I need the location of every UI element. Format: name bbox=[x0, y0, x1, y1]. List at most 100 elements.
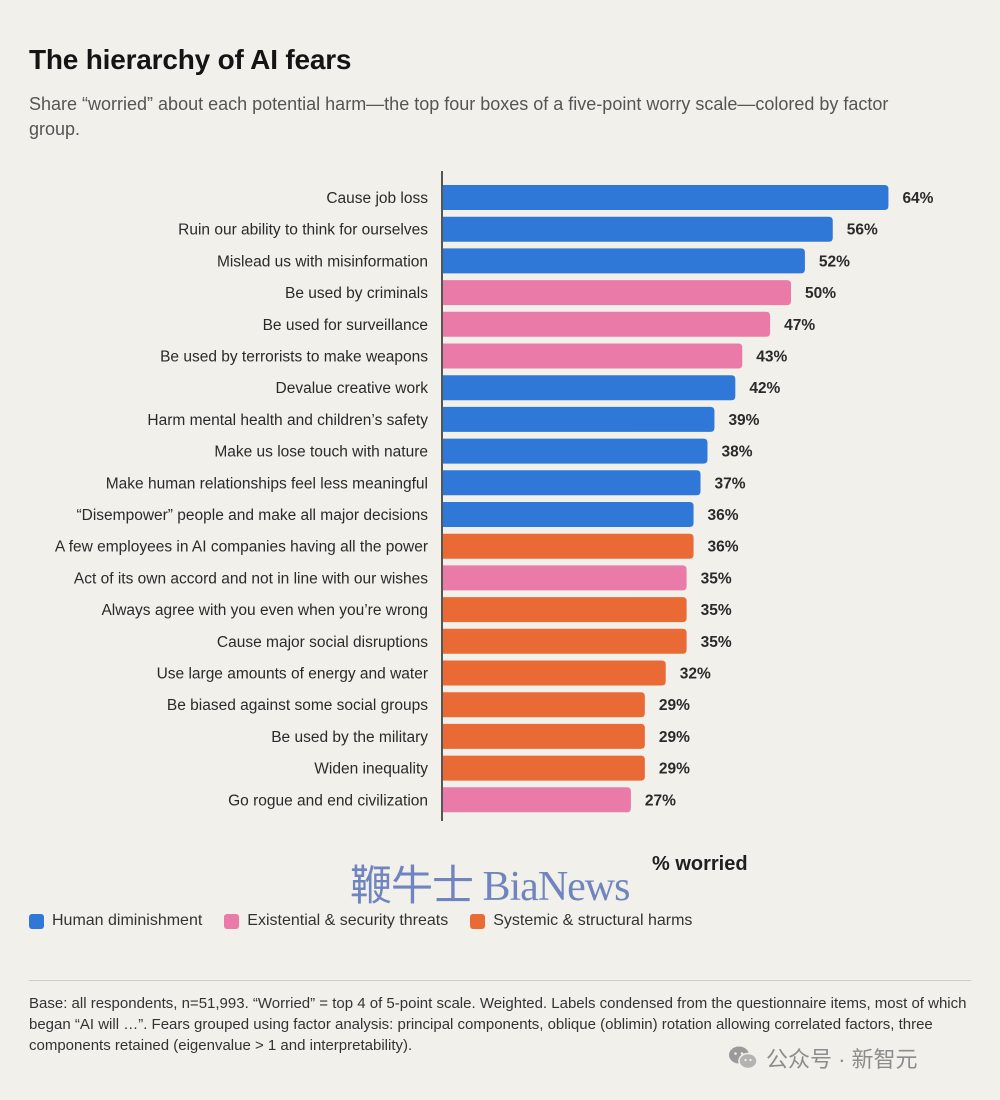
bar-row: Make us lose touch with nature 38% bbox=[214, 438, 753, 464]
bar-row: Devalue creative work 42% bbox=[276, 375, 781, 401]
category-label: A few employees in AI companies having a… bbox=[55, 539, 428, 556]
legend-label-systemic: Systemic & structural harms bbox=[493, 912, 693, 929]
legend-label-human: Human diminishment bbox=[52, 912, 203, 929]
value-label: 29% bbox=[659, 697, 690, 714]
bar bbox=[443, 185, 889, 210]
bar-row: Ruin our ability to think for ourselves 5… bbox=[178, 216, 878, 242]
bar bbox=[443, 406, 715, 432]
bar-row: Be used by criminals 50% bbox=[285, 280, 836, 306]
category-label: Go rogue and end civilization bbox=[228, 792, 428, 809]
value-label: 32% bbox=[680, 666, 711, 683]
value-label: 43% bbox=[756, 349, 787, 366]
bar-row: Be used by the military 29% bbox=[271, 723, 690, 749]
chart-subtitle: Share “worried” about each potential har… bbox=[29, 94, 889, 139]
bar bbox=[443, 438, 708, 464]
bar-row: Use large amounts of energy and water 32% bbox=[157, 660, 711, 686]
bar-row: Widen inequality 29% bbox=[314, 755, 690, 781]
brand-text: 公众号 · 新智元 bbox=[766, 1047, 918, 1072]
category-label: Be used by terrorists to make weapons bbox=[160, 349, 428, 366]
category-label: Ruin our ability to think for ourselves bbox=[178, 222, 428, 239]
brand-tag: 公众号 · 新智元 bbox=[728, 1042, 918, 1074]
bar-row: Make human relationships feel less meani… bbox=[106, 470, 746, 496]
bar bbox=[443, 660, 666, 686]
value-label: 27% bbox=[645, 792, 676, 809]
bar bbox=[443, 628, 687, 654]
footnote-divider bbox=[29, 980, 971, 981]
value-label: 50% bbox=[805, 285, 836, 302]
bar-row: Go rogue and end civilization 27% bbox=[228, 787, 676, 813]
bar bbox=[443, 343, 743, 369]
category-label: Be biased against some social groups bbox=[167, 697, 428, 714]
category-label: Be used by criminals bbox=[285, 285, 428, 302]
bar-row: Be used by terrorists to make weapons 43% bbox=[160, 343, 788, 369]
bar-chart: Cause job loss 64% Ruin our ability to thi… bbox=[55, 171, 934, 821]
bar-row: Mislead us with misinformation 52% bbox=[217, 248, 850, 274]
value-label: 64% bbox=[902, 190, 933, 207]
bar bbox=[443, 502, 694, 527]
value-label: 35% bbox=[701, 570, 732, 587]
bar bbox=[443, 787, 631, 813]
category-label: Use large amounts of energy and water bbox=[157, 666, 428, 683]
bar-row: Harm mental health and children’s safety… bbox=[147, 406, 760, 432]
category-label: Act of its own accord and not in line wi… bbox=[74, 570, 428, 587]
legend-swatch-human bbox=[29, 913, 44, 929]
bar-row: Always agree with you even when you’re w… bbox=[101, 597, 732, 623]
value-label: 35% bbox=[701, 634, 732, 651]
value-label: 52% bbox=[819, 253, 850, 270]
category-label: Make us lose touch with nature bbox=[214, 444, 428, 461]
bar bbox=[443, 280, 791, 306]
bar bbox=[443, 311, 771, 337]
x-axis-label: % worried bbox=[652, 853, 748, 875]
value-label: 36% bbox=[708, 507, 739, 524]
value-label: 29% bbox=[659, 729, 690, 746]
legend-label-existential: Existential & security threats bbox=[247, 912, 449, 929]
legend-swatch-systemic bbox=[470, 913, 486, 929]
bar bbox=[443, 533, 694, 559]
legend-swatch-existential bbox=[224, 913, 240, 929]
bar-row: Act of its own accord and not in line wi… bbox=[74, 565, 732, 591]
bar-row: A few employees in AI companies having a… bbox=[55, 533, 739, 559]
legend: Human diminishment Existential & securit… bbox=[29, 912, 692, 930]
category-label: Make human relationships feel less meani… bbox=[106, 475, 428, 492]
chart-title: The hierarchy of AI fears bbox=[29, 44, 352, 75]
category-label: Widen inequality bbox=[314, 761, 428, 778]
category-label: Always agree with you even when you’re w… bbox=[101, 602, 428, 619]
watermark-logo: 鞭牛士 BiaNews bbox=[350, 864, 630, 910]
bar-row: Cause job loss 64% bbox=[326, 185, 934, 210]
category-label: “Disempower” people and make all major d… bbox=[77, 507, 429, 524]
bar bbox=[443, 375, 736, 401]
category-label: Cause job loss bbox=[326, 190, 428, 207]
legend-item-human: Human diminishment bbox=[29, 912, 202, 930]
bar bbox=[443, 565, 687, 591]
value-label: 36% bbox=[708, 539, 739, 556]
bar bbox=[443, 470, 701, 496]
category-label: Cause major social disruptions bbox=[217, 634, 428, 651]
bar bbox=[443, 723, 645, 749]
bar bbox=[443, 597, 687, 623]
bar-row: Be biased against some social groups 29% bbox=[167, 692, 690, 718]
category-label: Mislead us with misinformation bbox=[217, 253, 428, 270]
footnote: Base: all respondents, n=51,993. “Worrie… bbox=[29, 995, 967, 1054]
value-label: 35% bbox=[701, 602, 732, 619]
value-label: 47% bbox=[784, 317, 815, 334]
legend-item-existential: Existential & security threats bbox=[224, 912, 448, 930]
bar bbox=[443, 755, 645, 781]
bar bbox=[443, 216, 833, 242]
bar bbox=[443, 692, 645, 718]
value-label: 29% bbox=[659, 761, 690, 778]
bar-row: Be used for surveillance 47% bbox=[263, 311, 815, 337]
category-label: Harm mental health and children’s safety bbox=[147, 412, 428, 429]
wechat-icon bbox=[729, 1046, 758, 1070]
bar bbox=[443, 248, 805, 274]
bar-row: “Disempower” people and make all major d… bbox=[77, 502, 739, 527]
category-label: Be used for surveillance bbox=[263, 317, 428, 334]
category-label: Devalue creative work bbox=[276, 380, 429, 397]
value-label: 39% bbox=[728, 412, 759, 429]
bar-row: Cause major social disruptions 35% bbox=[217, 628, 732, 654]
value-label: 37% bbox=[715, 475, 746, 492]
value-label: 56% bbox=[847, 222, 878, 239]
value-label: 42% bbox=[749, 380, 780, 397]
legend-item-systemic: Systemic & structural harms bbox=[470, 912, 692, 930]
value-label: 38% bbox=[721, 444, 752, 461]
